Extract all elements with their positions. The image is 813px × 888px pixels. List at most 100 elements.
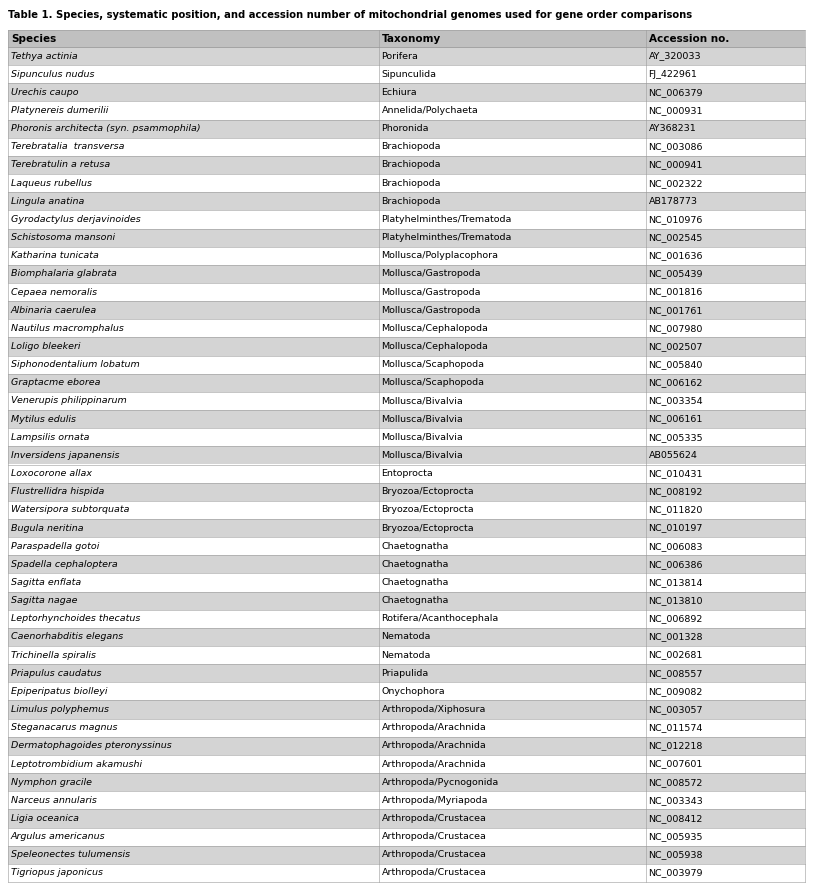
Bar xyxy=(8,210,379,228)
Text: Lingula anatina: Lingula anatina xyxy=(11,197,85,206)
Text: Mollusca/Gastropoda: Mollusca/Gastropoda xyxy=(381,269,481,279)
Text: Terebratalia  transversa: Terebratalia transversa xyxy=(11,142,124,151)
Bar xyxy=(379,47,646,65)
Text: NC_005938: NC_005938 xyxy=(649,851,703,860)
Bar xyxy=(8,610,379,628)
Bar xyxy=(379,392,646,410)
Bar xyxy=(379,574,646,591)
Bar xyxy=(379,192,646,210)
Text: NC_009082: NC_009082 xyxy=(649,687,703,696)
Bar xyxy=(646,65,805,83)
Text: NC_013814: NC_013814 xyxy=(649,578,703,587)
Bar xyxy=(379,591,646,610)
Bar xyxy=(8,646,379,664)
Bar xyxy=(8,701,379,718)
Bar xyxy=(646,192,805,210)
Text: Chaetognatha: Chaetognatha xyxy=(381,559,449,569)
Bar xyxy=(646,320,805,337)
Text: NC_006379: NC_006379 xyxy=(649,88,703,97)
Bar xyxy=(379,447,646,464)
Bar xyxy=(8,138,379,156)
Text: NC_006161: NC_006161 xyxy=(649,415,703,424)
Text: Caenorhabditis elegans: Caenorhabditis elegans xyxy=(11,632,124,641)
Text: NC_010976: NC_010976 xyxy=(649,215,703,224)
Bar xyxy=(646,210,805,228)
Bar xyxy=(8,519,379,537)
Bar xyxy=(379,755,646,773)
Text: NC_006162: NC_006162 xyxy=(649,378,703,387)
Text: NC_010197: NC_010197 xyxy=(649,524,703,533)
Bar xyxy=(379,247,646,265)
Bar xyxy=(379,537,646,555)
Text: Laqueus rubellus: Laqueus rubellus xyxy=(11,178,92,187)
Text: Table 1. Species, systematic position, and accession number of mitochondrial gen: Table 1. Species, systematic position, a… xyxy=(8,10,692,20)
Text: Arthropoda/Myriapoda: Arthropoda/Myriapoda xyxy=(381,796,488,805)
Text: NC_013810: NC_013810 xyxy=(649,596,703,605)
Bar xyxy=(646,646,805,664)
Bar xyxy=(379,864,646,882)
Text: Loligo bleekeri: Loligo bleekeri xyxy=(11,342,80,351)
Text: Onychophora: Onychophora xyxy=(381,687,446,696)
Text: Arthropoda/Arachnida: Arthropoda/Arachnida xyxy=(381,741,486,750)
Text: Mollusca/Bivalvia: Mollusca/Bivalvia xyxy=(381,396,463,406)
Bar xyxy=(379,682,646,701)
Bar xyxy=(8,47,379,65)
Text: Schistosoma mansoni: Schistosoma mansoni xyxy=(11,233,115,242)
Text: Arthropoda/Crustacea: Arthropoda/Crustacea xyxy=(381,868,486,877)
Bar xyxy=(379,828,646,845)
Bar xyxy=(646,301,805,320)
Text: Mollusca/Polyplacophora: Mollusca/Polyplacophora xyxy=(381,251,498,260)
Bar xyxy=(8,718,379,737)
Bar xyxy=(8,65,379,83)
Bar xyxy=(379,791,646,809)
Bar xyxy=(8,828,379,845)
Text: NC_002322: NC_002322 xyxy=(649,178,703,187)
Bar xyxy=(646,701,805,718)
Bar xyxy=(8,247,379,265)
Text: NC_005439: NC_005439 xyxy=(649,269,703,279)
Bar xyxy=(8,120,379,138)
Bar xyxy=(379,30,646,47)
Text: Trichinella spiralis: Trichinella spiralis xyxy=(11,651,96,660)
Bar xyxy=(8,483,379,501)
Bar xyxy=(646,355,805,374)
Text: Platynereis dumerilii: Platynereis dumerilii xyxy=(11,106,108,115)
Bar xyxy=(646,755,805,773)
Bar xyxy=(8,864,379,882)
Bar xyxy=(646,610,805,628)
Text: Mollusca/Gastropoda: Mollusca/Gastropoda xyxy=(381,305,481,314)
Bar xyxy=(379,773,646,791)
Bar xyxy=(379,428,646,447)
Bar xyxy=(8,682,379,701)
Bar xyxy=(8,809,379,828)
Text: Mollusca/Cephalopoda: Mollusca/Cephalopoda xyxy=(381,324,489,333)
Text: NC_003086: NC_003086 xyxy=(649,142,703,151)
Bar xyxy=(646,447,805,464)
Text: Entoprocta: Entoprocta xyxy=(381,469,433,478)
Text: NC_008192: NC_008192 xyxy=(649,488,703,496)
Text: NC_007601: NC_007601 xyxy=(649,759,703,768)
Text: Mollusca/Cephalopoda: Mollusca/Cephalopoda xyxy=(381,342,489,351)
Text: AY368231: AY368231 xyxy=(649,124,697,133)
Bar xyxy=(8,83,379,101)
Bar xyxy=(379,65,646,83)
Text: Sagitta nagae: Sagitta nagae xyxy=(11,596,77,605)
Bar xyxy=(379,845,646,864)
Text: Arthropoda/Crustacea: Arthropoda/Crustacea xyxy=(381,832,486,841)
Bar xyxy=(8,555,379,574)
Bar xyxy=(646,845,805,864)
Text: Mollusca/Bivalvia: Mollusca/Bivalvia xyxy=(381,415,463,424)
Bar xyxy=(8,791,379,809)
Text: NC_008557: NC_008557 xyxy=(649,669,703,678)
Text: Platyhelminthes/Trematoda: Platyhelminthes/Trematoda xyxy=(381,215,512,224)
Bar xyxy=(379,410,646,428)
Bar xyxy=(379,374,646,392)
Text: Biomphalaria glabrata: Biomphalaria glabrata xyxy=(11,269,117,279)
Text: NC_008572: NC_008572 xyxy=(649,778,703,787)
Text: Terebratulin a retusa: Terebratulin a retusa xyxy=(11,161,111,170)
Text: Phoronis architecta (syn. psammophila): Phoronis architecta (syn. psammophila) xyxy=(11,124,201,133)
Bar xyxy=(8,265,379,283)
Bar xyxy=(646,591,805,610)
Bar xyxy=(379,519,646,537)
Bar xyxy=(646,374,805,392)
